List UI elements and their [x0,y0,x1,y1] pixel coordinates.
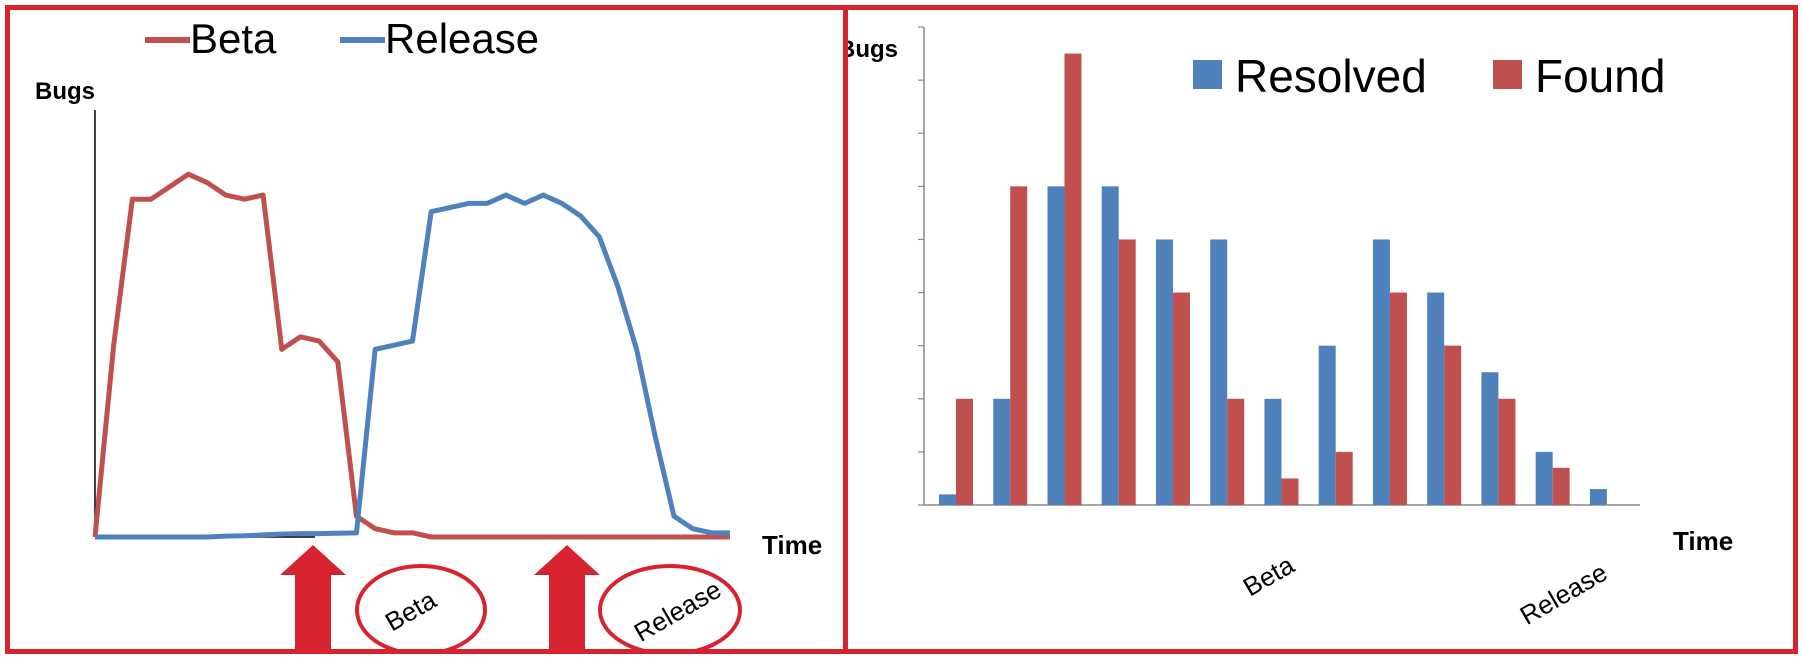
annotation-label-release: Release [629,574,727,648]
bar-resolved-7 [1264,398,1282,505]
bar-found-12 [1552,467,1570,505]
right-chart-panel: Bugs Time Resolved Found Beta Release [843,5,1798,654]
x-axis-label: Time [1673,526,1733,556]
annotation-label-beta: Beta [380,584,442,637]
bar-found-5 [1172,292,1190,505]
bar-resolved-5 [1155,239,1173,505]
series-line-release [95,192,730,540]
arrow-beta-icon [280,545,346,649]
annotation-label-beta: Beta [1238,549,1300,602]
legend-label-found: Found [1535,50,1665,102]
bar-resolved-2 [993,398,1011,505]
y-axis-label: Bugs [848,36,898,63]
bar-resolved-4 [1101,186,1119,506]
bar-found-11 [1498,398,1516,505]
bar-found-1 [956,398,973,505]
annotation-circle-beta [355,564,487,649]
bar-resolved-11 [1481,372,1499,505]
annotation-label-release: Release [1515,557,1613,631]
bar-resolved-9 [1372,239,1390,505]
legend-swatch-resolved [1193,60,1222,89]
legend-swatch-found [1493,60,1522,89]
bar-resolved-8 [1318,345,1336,505]
series-line-beta [92,171,730,540]
x-axis-label: Time [762,530,822,560]
bar-chart: Bugs Time Resolved Found Beta Release [848,26,1733,631]
bar-resolved-1 [939,494,956,505]
line-chart: Bugs Time Beta Release Beta Release [35,15,822,649]
bar-found-2 [1010,186,1028,506]
bar-resolved-10 [1427,292,1445,505]
bar-found-7 [1281,478,1299,505]
legend-label-release: Release [385,15,539,62]
bar-resolved-13 [1589,489,1607,505]
bar-found-8 [1335,451,1353,505]
arrow-release-icon [534,545,600,649]
bar-found-4 [1118,239,1136,505]
legend-label-resolved: Resolved [1235,50,1427,102]
bar-resolved-12 [1535,451,1553,505]
legend-label-beta: Beta [190,15,277,62]
bar-resolved-3 [1047,186,1065,506]
bar-found-6 [1227,398,1245,505]
annotation-circle-release [598,564,742,649]
left-chart-panel: Bugs Time Beta Release Beta Release [5,5,848,654]
y-axis-label: Bugs [35,78,95,105]
bar-found-3 [1064,53,1082,506]
bar-found-10 [1444,345,1462,505]
bar-found-9 [1389,292,1407,505]
bar-resolved-6 [1210,239,1228,505]
